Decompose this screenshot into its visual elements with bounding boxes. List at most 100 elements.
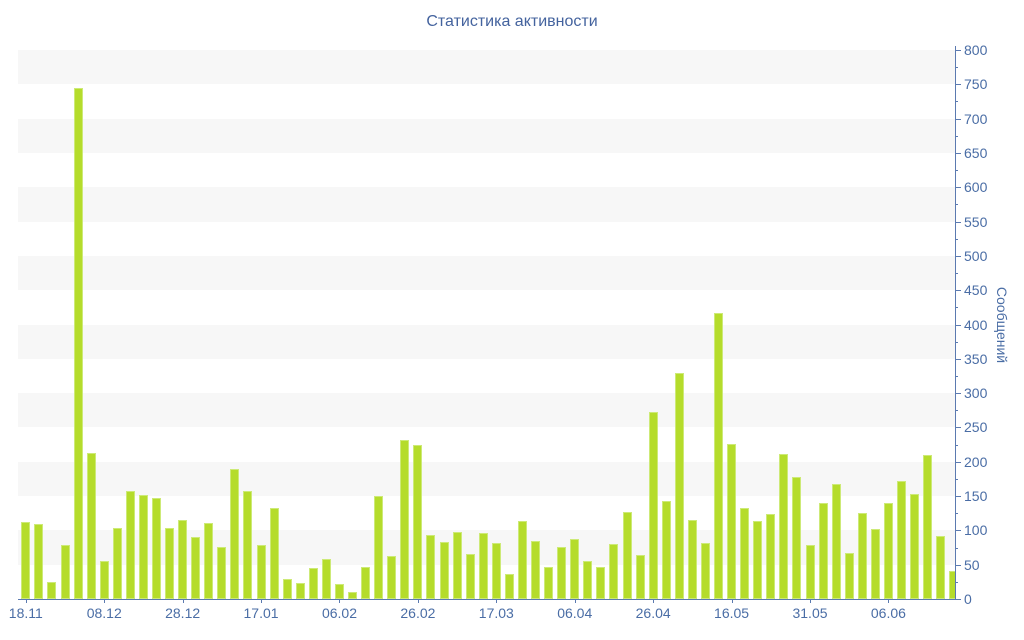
bar[interactable]	[256, 545, 266, 599]
bar[interactable]	[883, 502, 893, 599]
bar[interactable]	[766, 513, 776, 599]
bar[interactable]	[439, 542, 449, 599]
bar[interactable]	[308, 568, 318, 599]
bar[interactable]	[714, 312, 723, 599]
bar[interactable]	[138, 494, 148, 599]
bar[interactable]	[596, 567, 606, 599]
y-axis-tick	[955, 341, 958, 343]
bar[interactable]	[544, 566, 554, 599]
bar[interactable]	[910, 494, 920, 599]
y-axis-label: 0	[964, 591, 972, 607]
bar[interactable]	[740, 508, 750, 599]
y-axis-label: 550	[964, 213, 988, 230]
bar[interactable]	[491, 543, 501, 599]
bar[interactable]	[21, 522, 31, 599]
bar[interactable]	[936, 535, 946, 599]
x-axis-label: 06.06	[870, 605, 906, 621]
bar[interactable]	[949, 570, 955, 599]
bar[interactable]	[34, 523, 44, 599]
bar[interactable]	[334, 583, 344, 599]
x-axis-line	[18, 599, 956, 600]
x-axis-tick	[888, 599, 890, 603]
y-axis-label: 800	[964, 42, 988, 58]
x-axis-tick	[810, 599, 811, 603]
bar[interactable]	[400, 440, 410, 599]
bar[interactable]	[727, 443, 737, 599]
bar[interactable]	[648, 412, 658, 599]
bar[interactable]	[831, 484, 841, 599]
bar[interactable]	[374, 496, 384, 599]
bar[interactable]	[361, 566, 371, 599]
bar[interactable]	[243, 491, 253, 599]
bar[interactable]	[73, 87, 83, 599]
bar[interactable]	[465, 553, 475, 599]
bar[interactable]	[844, 553, 854, 599]
bar[interactable]	[635, 555, 645, 599]
grid-band	[18, 255, 955, 291]
bar[interactable]	[609, 544, 619, 599]
bar[interactable]	[622, 511, 632, 599]
bar[interactable]	[60, 544, 70, 599]
bar[interactable]	[517, 521, 527, 599]
x-axis-label: 17.01	[243, 605, 279, 621]
bar[interactable]	[152, 498, 161, 599]
bar[interactable]	[112, 528, 122, 599]
bar[interactable]	[413, 445, 423, 599]
x-axis-tick	[182, 599, 184, 603]
y-axis-tick	[955, 324, 961, 326]
grid-band	[18, 50, 955, 85]
bar[interactable]	[753, 521, 763, 599]
bar[interactable]	[191, 536, 201, 599]
bar[interactable]	[923, 454, 933, 599]
bar[interactable]	[269, 507, 279, 599]
x-axis-tick	[574, 599, 576, 603]
bar[interactable]	[165, 527, 175, 599]
y-axis-tick	[955, 290, 961, 292]
y-axis-line	[955, 46, 956, 600]
bar[interactable]	[282, 579, 292, 599]
x-axis-label: 17.03	[478, 605, 514, 621]
plot-area	[18, 50, 955, 599]
bar[interactable]	[700, 542, 710, 599]
y-axis-title: Сообщений	[994, 286, 1010, 364]
bar[interactable]	[204, 522, 214, 599]
bar[interactable]	[295, 583, 305, 599]
bar[interactable]	[674, 373, 684, 599]
bar[interactable]	[47, 581, 57, 599]
bar[interactable]	[687, 520, 697, 599]
bar[interactable]	[387, 555, 397, 599]
bar[interactable]	[99, 561, 109, 599]
y-axis-tick	[955, 255, 961, 257]
bar[interactable]	[583, 561, 593, 599]
y-axis-label: 700	[964, 110, 988, 127]
bar[interactable]	[217, 546, 227, 599]
bar[interactable]	[805, 545, 815, 599]
y-axis-tick	[955, 118, 961, 120]
bar[interactable]	[86, 452, 96, 599]
bar[interactable]	[661, 500, 671, 599]
y-axis-label: 750	[964, 76, 988, 93]
bar[interactable]	[426, 535, 436, 599]
bar[interactable]	[531, 541, 541, 599]
bar[interactable]	[321, 559, 331, 599]
bar[interactable]	[478, 533, 488, 599]
bar[interactable]	[178, 520, 188, 599]
bar[interactable]	[896, 480, 906, 599]
bar[interactable]	[570, 538, 580, 599]
bar[interactable]	[792, 476, 802, 599]
bar[interactable]	[230, 469, 240, 599]
bar[interactable]	[125, 490, 135, 599]
x-axis-tick	[496, 599, 498, 603]
bar[interactable]	[779, 454, 789, 599]
bar[interactable]	[452, 532, 462, 599]
y-axis-tick	[955, 307, 958, 309]
bar[interactable]	[818, 502, 828, 599]
bar[interactable]	[557, 546, 567, 599]
bar[interactable]	[870, 529, 880, 599]
y-axis-tick	[955, 599, 961, 600]
y-axis-tick	[955, 204, 958, 206]
bar[interactable]	[857, 512, 867, 599]
bar[interactable]	[504, 573, 514, 599]
bar[interactable]	[348, 592, 358, 599]
